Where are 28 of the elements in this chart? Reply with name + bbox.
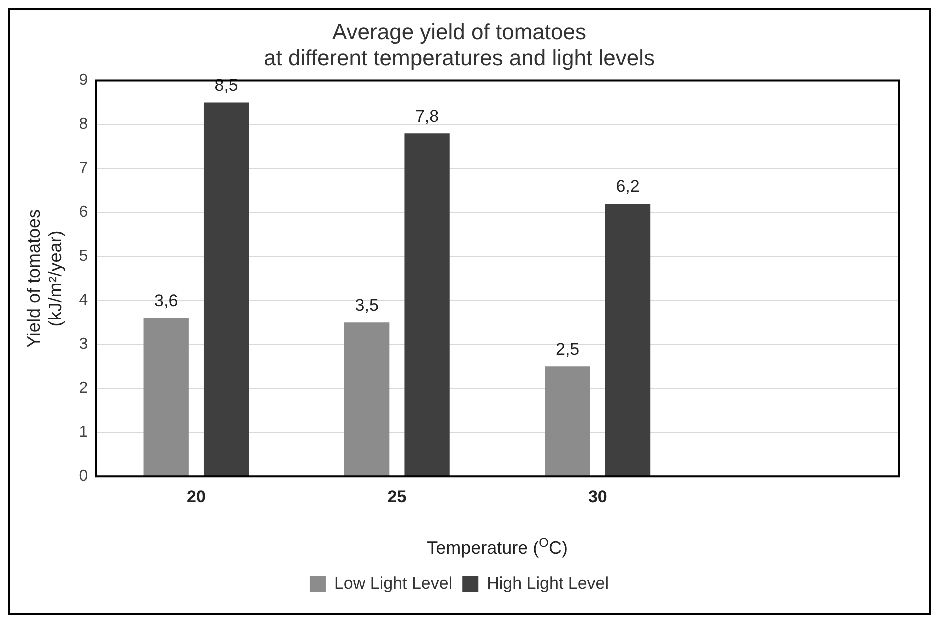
data-label: 3,6	[154, 291, 178, 310]
y-tick-label: 2	[79, 380, 88, 398]
y-tick-label: 0	[79, 468, 88, 486]
legend-label: Low Light Level	[334, 574, 453, 594]
y-tick-label: 5	[79, 248, 88, 266]
y-tick-label: 8	[79, 116, 88, 134]
legend-label: High Light Level	[487, 574, 610, 594]
bar	[404, 134, 450, 476]
bar	[545, 366, 590, 476]
bar	[605, 204, 651, 476]
y-tick-label: 7	[79, 160, 88, 178]
data-label: 7,8	[415, 106, 440, 126]
x-tick-label: 25	[388, 487, 407, 506]
bar	[204, 102, 250, 476]
bar	[344, 322, 390, 476]
y-tick-label: 4	[79, 292, 88, 310]
y-axis-title: Yield of tomatoes (kJ/m²/year)	[24, 209, 66, 348]
bar	[144, 318, 189, 476]
y-tick-label: 1	[79, 424, 88, 442]
y-tick-label: 9	[79, 72, 88, 90]
y-tick-label: 3	[79, 336, 88, 354]
x-tick-label: 30	[588, 487, 608, 506]
chart-title: Average yield of tomatoes at different temperatures and light levels	[264, 19, 655, 71]
data-label: 6,2	[616, 177, 640, 196]
x-tick-label: 20	[187, 487, 206, 506]
data-label: 3,5	[355, 296, 379, 315]
data-label: 2,5	[556, 340, 580, 359]
y-tick-label: 6	[79, 204, 88, 222]
